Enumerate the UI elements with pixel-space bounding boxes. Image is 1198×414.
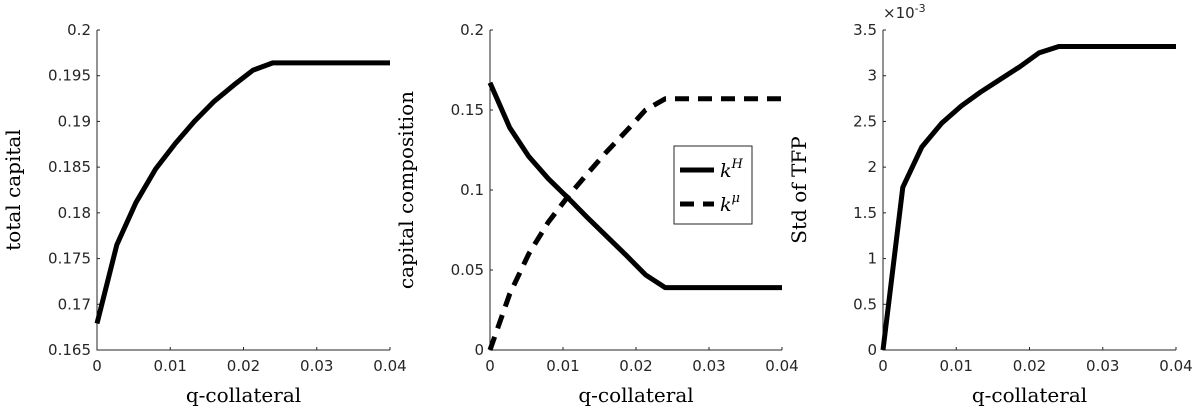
- x-tick-label: 0.02: [227, 357, 260, 375]
- x-tick-label: 0.02: [619, 357, 652, 375]
- y-tick-label: 0.18: [58, 204, 91, 222]
- axis-exponent-label: ×10-3: [883, 2, 926, 22]
- x-tick-label: 0.01: [546, 357, 579, 375]
- x-tick-label: 0.02: [1013, 357, 1046, 375]
- x-axis-label: q-collateral: [972, 383, 1087, 407]
- x-axis-label: q-collateral: [186, 383, 301, 407]
- legend-superscript: H: [731, 157, 744, 172]
- series-line-1: [487, 81, 782, 291]
- chart-1: 0 0.01 0.02 0.03 0.04 0.165 0.17 0.175 0.18 0.185…: [1, 21, 407, 407]
- legend-symbol: k: [720, 194, 732, 216]
- series-line-1: [94, 60, 390, 325]
- y-tick-label: 1: [867, 250, 877, 268]
- y-tick-label: 2: [867, 158, 877, 176]
- legend-entry-1: kH: [720, 157, 744, 182]
- x-tick-label: 0: [92, 357, 102, 375]
- x-tick-label: 0.03: [300, 357, 333, 375]
- y-axis-label: total capital: [1, 129, 25, 250]
- y-tick-label: 0.15: [451, 101, 484, 119]
- legend-symbol: k: [720, 160, 732, 182]
- x-tick-label: 0.04: [1159, 357, 1192, 375]
- x-tick-label: 0.04: [765, 357, 798, 375]
- legend-box: [673, 145, 753, 225]
- chart-2: 0 0.01 0.02 0.03 0.04 0 0.05 0.1 0.15 0.2 q-collat…: [394, 21, 799, 407]
- y-tick-label: 0.1: [460, 181, 484, 199]
- series-line-1: [880, 44, 1176, 351]
- legend-superscript: μ: [732, 191, 740, 206]
- x-axis-label: q-collateral: [578, 383, 693, 407]
- y-tick-label: 0: [474, 341, 484, 359]
- y-tick-label: 0.195: [48, 67, 91, 85]
- x-tick-label: 0: [878, 357, 888, 375]
- x-tick-label: 0.01: [154, 357, 187, 375]
- y-tick-label: 0: [867, 341, 877, 359]
- y-tick-label: 0.2: [67, 21, 91, 39]
- y-axis-label: capital composition: [394, 91, 418, 289]
- x-tick-label: 0.04: [373, 357, 406, 375]
- y-tick-label: 0.05: [451, 261, 484, 279]
- axes: [882, 30, 1176, 351]
- exponent-base: ×10: [883, 4, 915, 22]
- y-tick-label: 1.5: [853, 204, 877, 222]
- y-tick-label: 0.2: [460, 21, 484, 39]
- y-tick-label: 3: [867, 67, 877, 85]
- exponent-power: -3: [915, 2, 926, 15]
- chart-3: 0 0.01 0.02 0.03 0.04 0 0.5 1 1.5 2 2.5 3 3.5 q-colla…: [787, 2, 1193, 407]
- y-tick-label: 0.5: [853, 295, 877, 313]
- y-tick-label: 3.5: [853, 21, 877, 39]
- y-tick-label: 0.175: [48, 250, 91, 268]
- x-tick-label: 0.01: [940, 357, 973, 375]
- x-tick-label: 0.03: [692, 357, 725, 375]
- x-tick-label: 0: [485, 357, 495, 375]
- y-tick-label: 0.17: [58, 295, 91, 313]
- y-tick-label: 0.185: [48, 158, 91, 176]
- legend-entry-2: kμ: [720, 191, 740, 216]
- x-tick-label: 0.03: [1086, 357, 1119, 375]
- y-axis-label: Std of TFP: [787, 136, 811, 243]
- y-tick-label: 0.165: [48, 341, 91, 359]
- y-tick-label: 0.19: [58, 112, 91, 130]
- y-tick-label: 2.5: [853, 112, 877, 130]
